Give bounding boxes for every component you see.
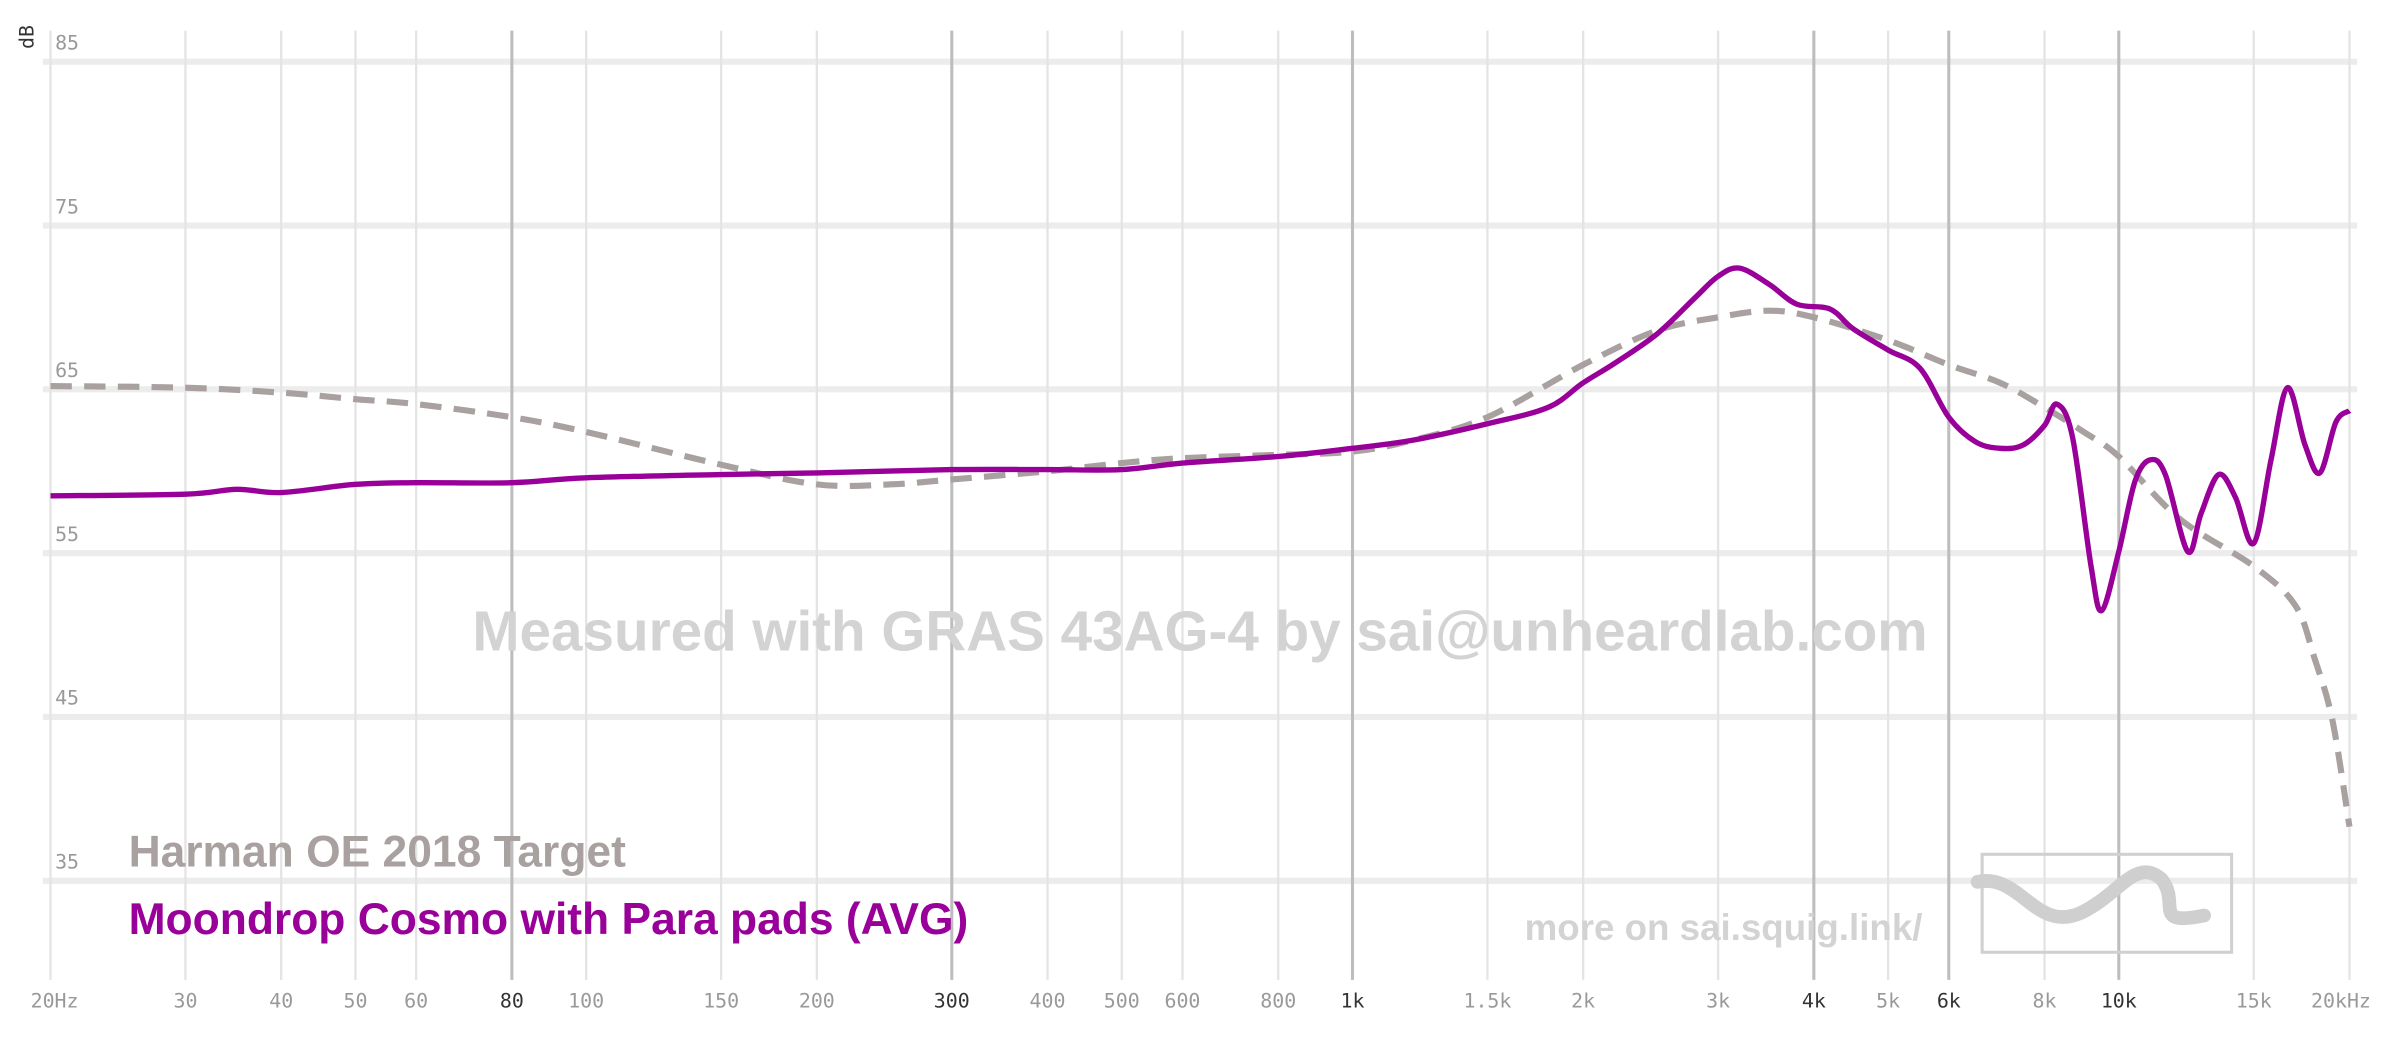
y-axis-label: dB xyxy=(16,25,39,49)
legend-entry: Moondrop Cosmo with Para pads (AVG) xyxy=(129,895,969,944)
x-tick-label: 800 xyxy=(1260,989,1296,1012)
footer-link: more on sai.squig.link/ xyxy=(1525,907,1923,948)
x-tick-label: 8k xyxy=(2033,989,2057,1012)
x-tick-label: 2k xyxy=(1571,989,1595,1012)
x-tick-label: 15k xyxy=(2236,989,2272,1012)
logo-squiggle xyxy=(1970,865,2211,926)
x-tick-label: 150 xyxy=(703,989,739,1012)
x-tick-label: 1.5k xyxy=(1463,989,1511,1012)
x-tick-label: 500 xyxy=(1104,989,1140,1012)
y-tick-label: 85 xyxy=(55,31,79,54)
x-tick-label: 100 xyxy=(568,989,604,1012)
logo-frame xyxy=(1980,852,2234,954)
y-tick-label: 35 xyxy=(55,851,79,874)
x-tick-label: 5k xyxy=(1876,989,1900,1012)
y-tick-label: 45 xyxy=(55,687,79,710)
x-tick-label: 3k xyxy=(1706,989,1730,1012)
x-tick-label: 50 xyxy=(343,989,367,1012)
x-tick-label: 200 xyxy=(799,989,835,1012)
x-tick-label: 600 xyxy=(1165,989,1201,1012)
x-tick-label: 10k xyxy=(2101,989,2137,1012)
y-tick-label: 55 xyxy=(55,523,79,546)
x-tick-label: 60 xyxy=(404,989,428,1012)
watermark: Measured with GRAS 43AG-4 by sai@unheard… xyxy=(472,601,1927,664)
legend-entry: Harman OE 2018 Target xyxy=(129,828,627,877)
logo xyxy=(1970,852,2234,954)
x-tick-label: 80 xyxy=(500,989,524,1012)
x-tick-label: 40 xyxy=(269,989,293,1012)
x-tick-label: 6k xyxy=(1937,989,1961,1012)
x-tick-label: 4k xyxy=(1802,989,1826,1012)
x-tick-label: 400 xyxy=(1030,989,1066,1012)
series-line xyxy=(50,265,2352,614)
y-tick-label: 75 xyxy=(55,195,79,218)
x-tick-label: 20kHz xyxy=(2311,989,2371,1012)
x-tick-label: 300 xyxy=(934,989,970,1012)
x-tick-label: 30 xyxy=(173,989,197,1012)
x-tick-label: 1k xyxy=(1341,989,1365,1012)
x-tick-label: 20Hz xyxy=(31,989,79,1012)
y-tick-label: 65 xyxy=(55,359,79,382)
